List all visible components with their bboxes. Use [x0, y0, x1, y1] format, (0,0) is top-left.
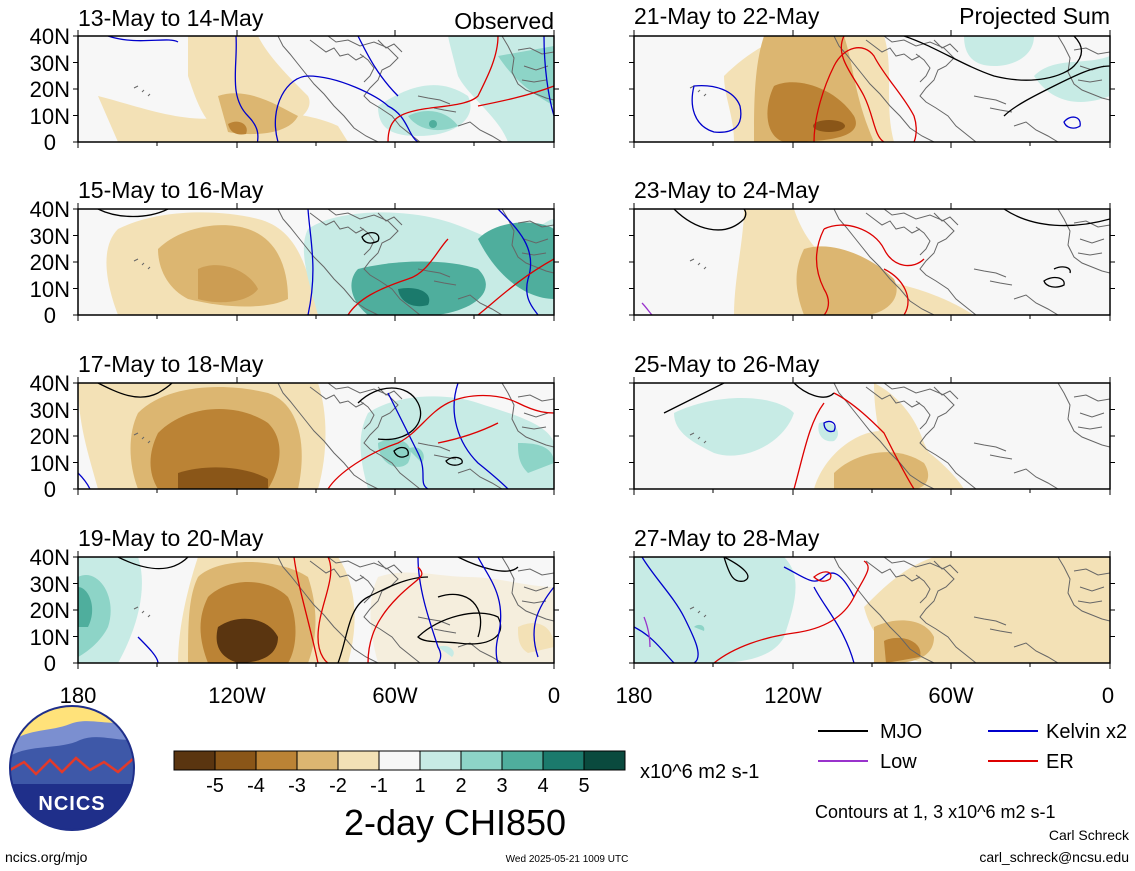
panel-tag-observed: Observed — [454, 8, 554, 34]
site-url[interactable]: ncics.org/mjo — [5, 849, 88, 865]
svg-text:0: 0 — [548, 683, 560, 708]
colorbar-units: x10^6 m2 s-1 — [640, 761, 759, 783]
svg-text:20N: 20N — [30, 598, 70, 623]
colorbar-title: 2-day CHI850 — [344, 802, 566, 843]
colorbar-swatch — [419, 750, 462, 771]
svg-text:20N: 20N — [30, 77, 70, 102]
svg-text:60W: 60W — [928, 683, 973, 708]
colorbar-swatch — [337, 750, 380, 771]
svg-text:0: 0 — [44, 130, 56, 155]
panel-23-may-24-may — [628, 202, 1116, 322]
svg-text:0: 0 — [44, 477, 56, 502]
ncics-logo-text: NCICS — [38, 793, 105, 815]
svg-text:30N: 30N — [30, 51, 70, 76]
lon-axis-left: 180 120W 60W 0 — [60, 683, 560, 708]
colorbar-swatch — [542, 750, 585, 771]
lat-axis-row1: 40N 30N 20N 10N 0 — [30, 24, 70, 155]
svg-text:180: 180 — [60, 683, 97, 708]
ncics-logo: NCICS — [9, 705, 135, 831]
colorbar-tick-label: 1 — [414, 775, 425, 797]
lat-axis-row2: 40N 30N 20N 10N 0 — [30, 197, 70, 328]
line-legend: MJO Kelvin x2 Low ER — [818, 721, 1127, 773]
legend-label-low: Low — [880, 751, 917, 773]
panel-title: 27-May to 28-May — [634, 525, 820, 551]
colorbar-tick-label: -5 — [206, 775, 224, 797]
panel-title: 23-May to 24-May — [634, 177, 820, 203]
timestamp: Wed 2025-05-21 1009 UTC — [506, 854, 629, 865]
lon-axis-right: 180 120W 60W 0 — [616, 683, 1114, 708]
colorbar-swatch — [501, 750, 544, 771]
panel-title: 25-May to 26-May — [634, 351, 820, 377]
author-name: Carl Schreck — [1049, 827, 1130, 843]
svg-text:0: 0 — [44, 651, 56, 676]
panel-title: 13-May to 14-May — [78, 5, 264, 31]
svg-text:30N: 30N — [30, 572, 70, 597]
colorbar-tick-label: 3 — [496, 775, 507, 797]
svg-text:20N: 20N — [30, 424, 70, 449]
svg-text:40N: 40N — [30, 197, 70, 222]
legend-label-er: ER — [1046, 751, 1074, 773]
contour-note: Contours at 1, 3 x10^6 m2 s-1 — [815, 802, 1056, 822]
colorbar-swatch — [583, 750, 626, 771]
svg-text:30N: 30N — [30, 224, 70, 249]
panel-title: 21-May to 22-May — [634, 3, 820, 29]
colorbar-tick-label: 2 — [455, 775, 466, 797]
colorbar-swatch — [173, 750, 216, 771]
panel-13-may-14-may — [72, 29, 560, 149]
panel-title: 15-May to 16-May — [78, 177, 264, 203]
colorbar-swatch — [214, 750, 257, 771]
colorbar-tick-label: 4 — [537, 775, 548, 797]
colorbar-tick-label: -3 — [288, 775, 306, 797]
svg-text:30N: 30N — [30, 398, 70, 423]
colorbar-swatch — [255, 750, 298, 771]
svg-text:10N: 10N — [30, 625, 70, 650]
colorbar-swatch — [296, 750, 339, 771]
lat-axis-row3: 40N 30N 20N 10N 0 — [30, 371, 70, 502]
colorbar-tick-label: -2 — [329, 775, 347, 797]
panel-27-may-28-may — [628, 550, 1116, 670]
svg-text:40N: 40N — [30, 371, 70, 396]
colorbar-tick-label: -4 — [247, 775, 265, 797]
colorbar-tick-label: 5 — [578, 775, 589, 797]
svg-text:10N: 10N — [30, 104, 70, 129]
svg-text:0: 0 — [1102, 683, 1114, 708]
svg-text:180: 180 — [616, 683, 653, 708]
panel-tag-projected: Projected Sum — [959, 3, 1110, 29]
panel-title: 17-May to 18-May — [78, 351, 264, 377]
colorbar: -5 -4 -3 -2 -1 1 2 3 4 5 — [173, 750, 626, 797]
panel-title: 19-May to 20-May — [78, 525, 264, 551]
svg-text:10N: 10N — [30, 451, 70, 476]
legend-label-kelvin: Kelvin x2 — [1046, 721, 1127, 743]
svg-text:20N: 20N — [30, 250, 70, 275]
lat-axis-row4: 40N 30N 20N 10N 0 — [30, 545, 70, 676]
colorbar-tick-label: -1 — [370, 775, 388, 797]
panel-15-may-16-may — [72, 202, 560, 322]
panel-25-may-26-may — [628, 376, 1116, 496]
colorbar-swatch — [460, 750, 503, 771]
author-email[interactable]: carl_schreck@ncsu.edu — [979, 849, 1129, 865]
svg-text:120W: 120W — [764, 683, 822, 708]
panel-17-may-18-may — [72, 376, 560, 496]
svg-text:10N: 10N — [30, 277, 70, 302]
svg-text:40N: 40N — [30, 545, 70, 570]
svg-text:120W: 120W — [208, 683, 266, 708]
panel-19-may-20-may — [72, 550, 560, 670]
svg-text:0: 0 — [44, 303, 56, 328]
legend-label-mjo: MJO — [880, 721, 922, 743]
colorbar-swatch — [378, 750, 421, 771]
svg-text:40N: 40N — [30, 24, 70, 49]
svg-text:60W: 60W — [372, 683, 417, 708]
panel-21-may-22-may — [628, 29, 1116, 149]
